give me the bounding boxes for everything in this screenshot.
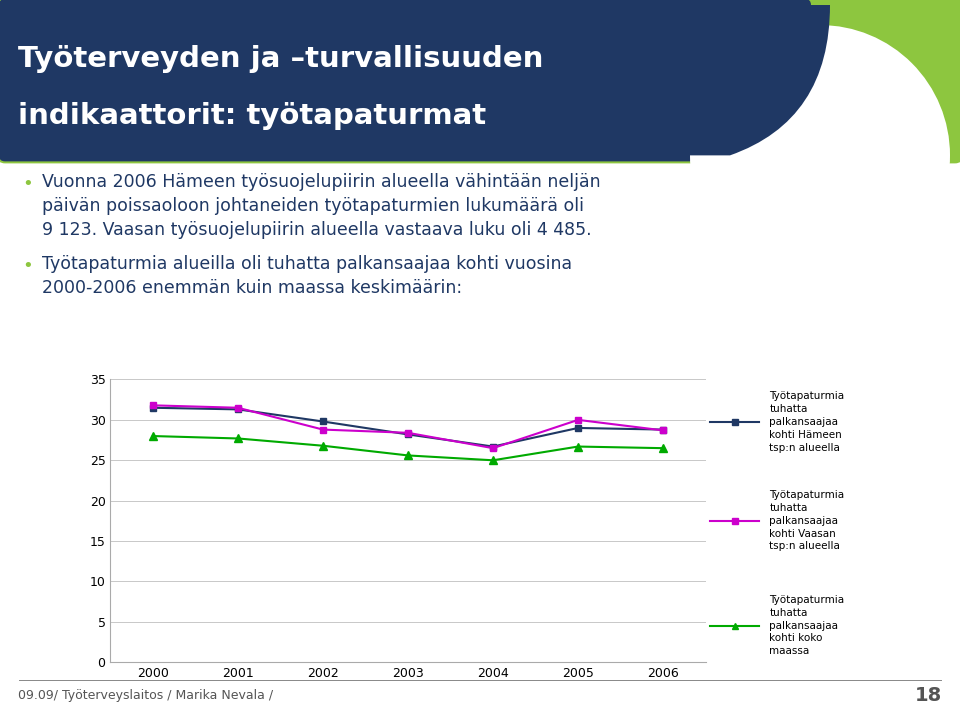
Text: Vuonna 2006 Hämeen työsuojelupiirin alueella vähintään neljän: Vuonna 2006 Hämeen työsuojelupiirin alue…: [42, 173, 601, 191]
Text: Työtapaturmia alueilla oli tuhatta palkansaajaa kohti vuosina: Työtapaturmia alueilla oli tuhatta palka…: [42, 256, 572, 274]
Text: indikaattorit: työtapaturmat: indikaattorit: työtapaturmat: [18, 102, 486, 130]
Circle shape: [690, 25, 950, 286]
Text: •: •: [22, 257, 33, 275]
FancyBboxPatch shape: [0, 0, 811, 161]
Text: Työtapaturmia
tuhatta
palkansaajaa
kohti Hämeen
tsp:n alueella: Työtapaturmia tuhatta palkansaajaa kohti…: [769, 392, 845, 453]
Text: Työtapaturmia
tuhatta
palkansaajaa
kohti koko
maassa: Työtapaturmia tuhatta palkansaajaa kohti…: [769, 595, 845, 656]
Text: 9 123. Vaasan työsuojelupiirin alueella vastaava luku oli 4 485.: 9 123. Vaasan työsuojelupiirin alueella …: [42, 221, 591, 239]
Text: päivän poissaoloon johtaneiden työtapaturmien lukumäärä oli: päivän poissaoloon johtaneiden työtapatu…: [42, 198, 584, 216]
Text: Työterveyden ja –turvallisuuden: Työterveyden ja –turvallisuuden: [18, 45, 543, 73]
Text: Työtapaturmia
tuhatta
palkansaajaa
kohti Vaasan
tsp:n alueella: Työtapaturmia tuhatta palkansaajaa kohti…: [769, 490, 845, 551]
FancyBboxPatch shape: [0, 0, 960, 163]
Text: 18: 18: [915, 686, 942, 705]
Text: 09.09/ Työterveyslaitos / Marika Nevala /: 09.09/ Työterveyslaitos / Marika Nevala …: [18, 690, 274, 702]
Text: 2000-2006 enemmän kuin maassa keskimäärin:: 2000-2006 enemmän kuin maassa keskimääri…: [42, 279, 462, 297]
PathPatch shape: [5, 5, 830, 155]
Text: •: •: [22, 175, 33, 193]
